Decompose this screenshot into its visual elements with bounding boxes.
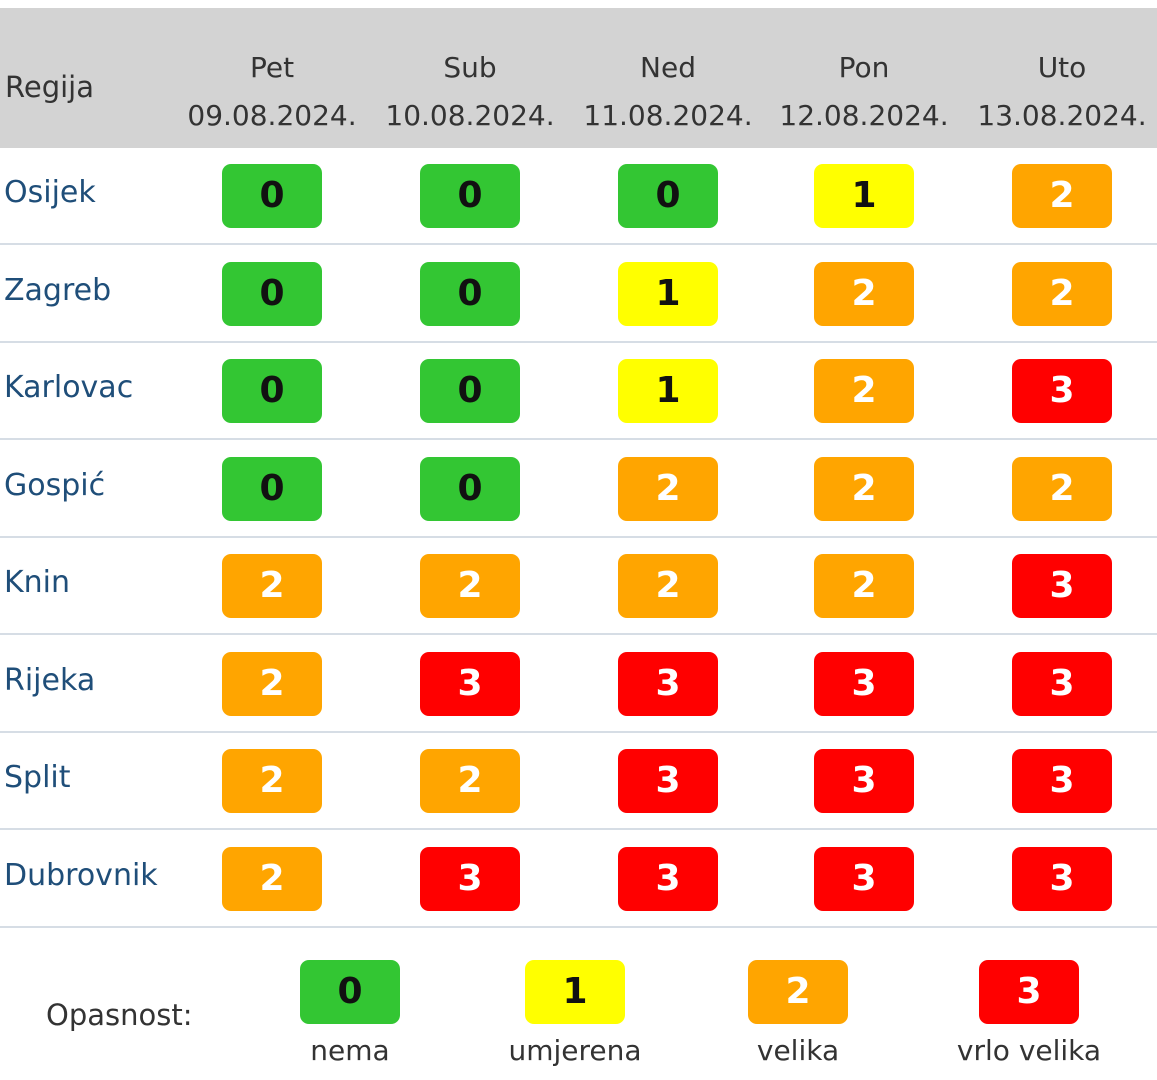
danger-level-badge: 0 bbox=[618, 164, 718, 228]
row-divider bbox=[0, 438, 1157, 440]
danger-level-badge: 3 bbox=[1012, 749, 1112, 813]
danger-level-badge: 2 bbox=[222, 847, 322, 911]
row-divider bbox=[0, 633, 1157, 635]
danger-level-badge: 2 bbox=[1012, 457, 1112, 521]
danger-level-badge: 0 bbox=[222, 262, 322, 326]
row-divider bbox=[0, 731, 1157, 733]
danger-level-badge: 3 bbox=[420, 652, 520, 716]
legend-label: vrlo velika bbox=[956, 1034, 1102, 1067]
table-row: Split 2 2 3 3 3 bbox=[0, 733, 1157, 830]
day-header-uto: Uto 13.08.2024. bbox=[962, 44, 1157, 140]
legend: Opasnost: 0 nema 1 umjerena 2 velika 3 vrlo vel… bbox=[0, 935, 1157, 1080]
day-date: 11.08.2024. bbox=[583, 99, 753, 132]
region-name: Dubrovnik bbox=[4, 858, 158, 893]
danger-level-badge: 2 bbox=[618, 554, 718, 618]
legend-swatch: 0 bbox=[300, 960, 400, 1024]
danger-level-badge: 3 bbox=[814, 749, 914, 813]
table-row: Osijek 0 0 0 1 2 bbox=[0, 148, 1157, 245]
day-name: Pon bbox=[838, 51, 890, 84]
region-name: Rijeka bbox=[4, 663, 96, 698]
table-row: Knin 2 2 2 2 3 bbox=[0, 538, 1157, 635]
table-row: Gospić 0 0 2 2 2 bbox=[0, 441, 1157, 538]
danger-level-badge: 0 bbox=[420, 359, 520, 423]
danger-level-badge: 3 bbox=[420, 847, 520, 911]
day-date: 09.08.2024. bbox=[187, 99, 357, 132]
danger-level-badge: 0 bbox=[420, 164, 520, 228]
table-header: Regija Pet 09.08.2024. Sub 10.08.2024. Ned 11… bbox=[0, 8, 1157, 148]
danger-level-badge: 0 bbox=[222, 359, 322, 423]
day-header-pon: Pon 12.08.2024. bbox=[764, 44, 964, 140]
day-date: 12.08.2024. bbox=[779, 99, 949, 132]
region-name: Karlovac bbox=[4, 370, 134, 405]
table-row: Rijeka 2 3 3 3 3 bbox=[0, 636, 1157, 733]
day-name: Pet bbox=[249, 51, 295, 84]
legend-swatch: 1 bbox=[525, 960, 625, 1024]
danger-level-badge: 2 bbox=[814, 262, 914, 326]
danger-level-badge: 0 bbox=[222, 457, 322, 521]
day-name: Ned bbox=[640, 51, 696, 84]
danger-level-badge: 1 bbox=[618, 262, 718, 326]
danger-level-badge: 3 bbox=[814, 847, 914, 911]
row-divider bbox=[0, 536, 1157, 538]
region-column-header: Regija bbox=[5, 70, 94, 104]
danger-level-badge: 0 bbox=[222, 164, 322, 228]
legend-item: 0 nema bbox=[240, 960, 460, 1067]
danger-level-badge: 0 bbox=[420, 262, 520, 326]
table-row: Zagreb 0 0 1 2 2 bbox=[0, 246, 1157, 343]
danger-level-badge: 3 bbox=[618, 652, 718, 716]
danger-level-badge: 2 bbox=[1012, 262, 1112, 326]
row-divider bbox=[0, 828, 1157, 830]
danger-level-badge: 3 bbox=[618, 749, 718, 813]
legend-label: nema bbox=[310, 1034, 390, 1067]
danger-level-badge: 2 bbox=[222, 652, 322, 716]
danger-level-badge: 2 bbox=[814, 359, 914, 423]
danger-level-badge: 2 bbox=[814, 457, 914, 521]
day-date: 10.08.2024. bbox=[385, 99, 555, 132]
danger-level-badge: 2 bbox=[814, 554, 914, 618]
region-name: Gospić bbox=[4, 468, 106, 503]
region-name: Osijek bbox=[4, 175, 96, 210]
legend-swatch: 3 bbox=[979, 960, 1079, 1024]
danger-level-badge: 3 bbox=[814, 652, 914, 716]
legend-title: Opasnost: bbox=[46, 998, 193, 1032]
danger-level-badge: 3 bbox=[1012, 652, 1112, 716]
day-date: 13.08.2024. bbox=[977, 99, 1147, 132]
danger-level-badge: 3 bbox=[1012, 847, 1112, 911]
danger-level-badge: 2 bbox=[1012, 164, 1112, 228]
danger-level-badge: 3 bbox=[1012, 554, 1112, 618]
danger-level-badge: 1 bbox=[618, 359, 718, 423]
danger-level-badge: 3 bbox=[618, 847, 718, 911]
region-name: Knin bbox=[4, 565, 71, 600]
row-divider bbox=[0, 243, 1157, 245]
legend-item: 1 umjerena bbox=[465, 960, 685, 1067]
danger-level-badge: 2 bbox=[420, 749, 520, 813]
danger-level-badge: 2 bbox=[420, 554, 520, 618]
row-divider bbox=[0, 926, 1157, 928]
region-name: Split bbox=[4, 760, 71, 795]
region-name: Zagreb bbox=[4, 273, 112, 308]
danger-level-badge: 3 bbox=[1012, 359, 1112, 423]
table-row: Karlovac 0 0 1 2 3 bbox=[0, 343, 1157, 440]
legend-item: 3 vrlo velika bbox=[919, 960, 1139, 1067]
day-name: Sub bbox=[443, 51, 497, 84]
danger-level-badge: 0 bbox=[420, 457, 520, 521]
day-header-sub: Sub 10.08.2024. bbox=[370, 44, 570, 140]
legend-label: velika bbox=[756, 1034, 840, 1067]
row-divider bbox=[0, 341, 1157, 343]
danger-level-badge: 2 bbox=[222, 749, 322, 813]
danger-level-badge: 2 bbox=[222, 554, 322, 618]
danger-level-badge: 1 bbox=[814, 164, 914, 228]
legend-label: umjerena bbox=[508, 1034, 642, 1067]
danger-level-badge: 2 bbox=[618, 457, 718, 521]
legend-swatch: 2 bbox=[748, 960, 848, 1024]
table-row: Dubrovnik 2 3 3 3 3 bbox=[0, 831, 1157, 928]
day-header-pet: Pet 09.08.2024. bbox=[172, 44, 372, 140]
day-header-ned: Ned 11.08.2024. bbox=[568, 44, 768, 140]
legend-item: 2 velika bbox=[688, 960, 908, 1067]
day-name: Uto bbox=[1037, 51, 1087, 84]
